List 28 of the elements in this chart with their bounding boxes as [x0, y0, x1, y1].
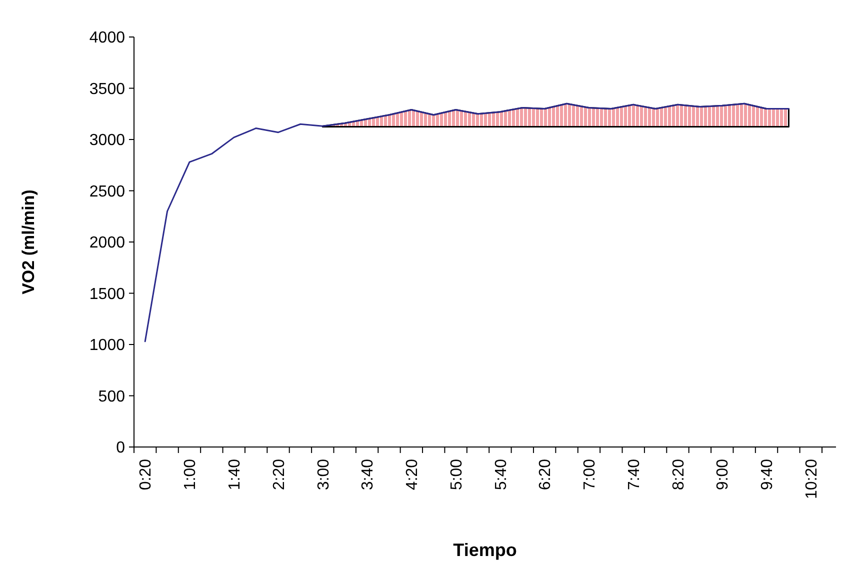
x-tick-label: 2:20 — [270, 458, 288, 490]
x-tick-label: 7:40 — [626, 458, 643, 490]
x-tick-label: 10:20 — [804, 458, 821, 500]
y-tick-label: 1500 — [89, 286, 126, 303]
x-tick-label: 5:00 — [448, 458, 466, 490]
x-tick-label: 3:00 — [315, 458, 332, 490]
x-tick-label: 7:00 — [582, 458, 599, 490]
x-axis-title: Tiempo — [453, 540, 517, 560]
x-tick-label: 9:00 — [714, 458, 732, 490]
y-tick-label: 2000 — [89, 234, 126, 252]
x-tick-label: 5:40 — [492, 458, 510, 490]
y-tick-label: 0 — [116, 440, 126, 457]
x-tick-label: 0:20 — [138, 458, 155, 490]
x-tick-label: 4:20 — [404, 458, 422, 490]
x-tick-label: 6:20 — [537, 458, 554, 490]
x-tick-label: 8:20 — [670, 458, 688, 490]
x-tick-label: 1:40 — [226, 458, 244, 490]
y-tick-label: 500 — [98, 388, 126, 406]
y-tick-label: 3500 — [89, 80, 126, 98]
line-series — [144, 102, 790, 342]
x-tick-label: 1:00 — [182, 458, 200, 490]
x-tick-label: 9:40 — [759, 458, 776, 490]
y-tick-label: 4000 — [89, 30, 126, 47]
x-tick-label: 3:40 — [360, 458, 377, 490]
y-tick-label: 2500 — [89, 183, 126, 200]
y-tick-label: 1000 — [89, 337, 126, 354]
y-tick-label: 3000 — [89, 132, 126, 150]
y-axis-title: VO2 (ml/min) — [19, 190, 38, 294]
